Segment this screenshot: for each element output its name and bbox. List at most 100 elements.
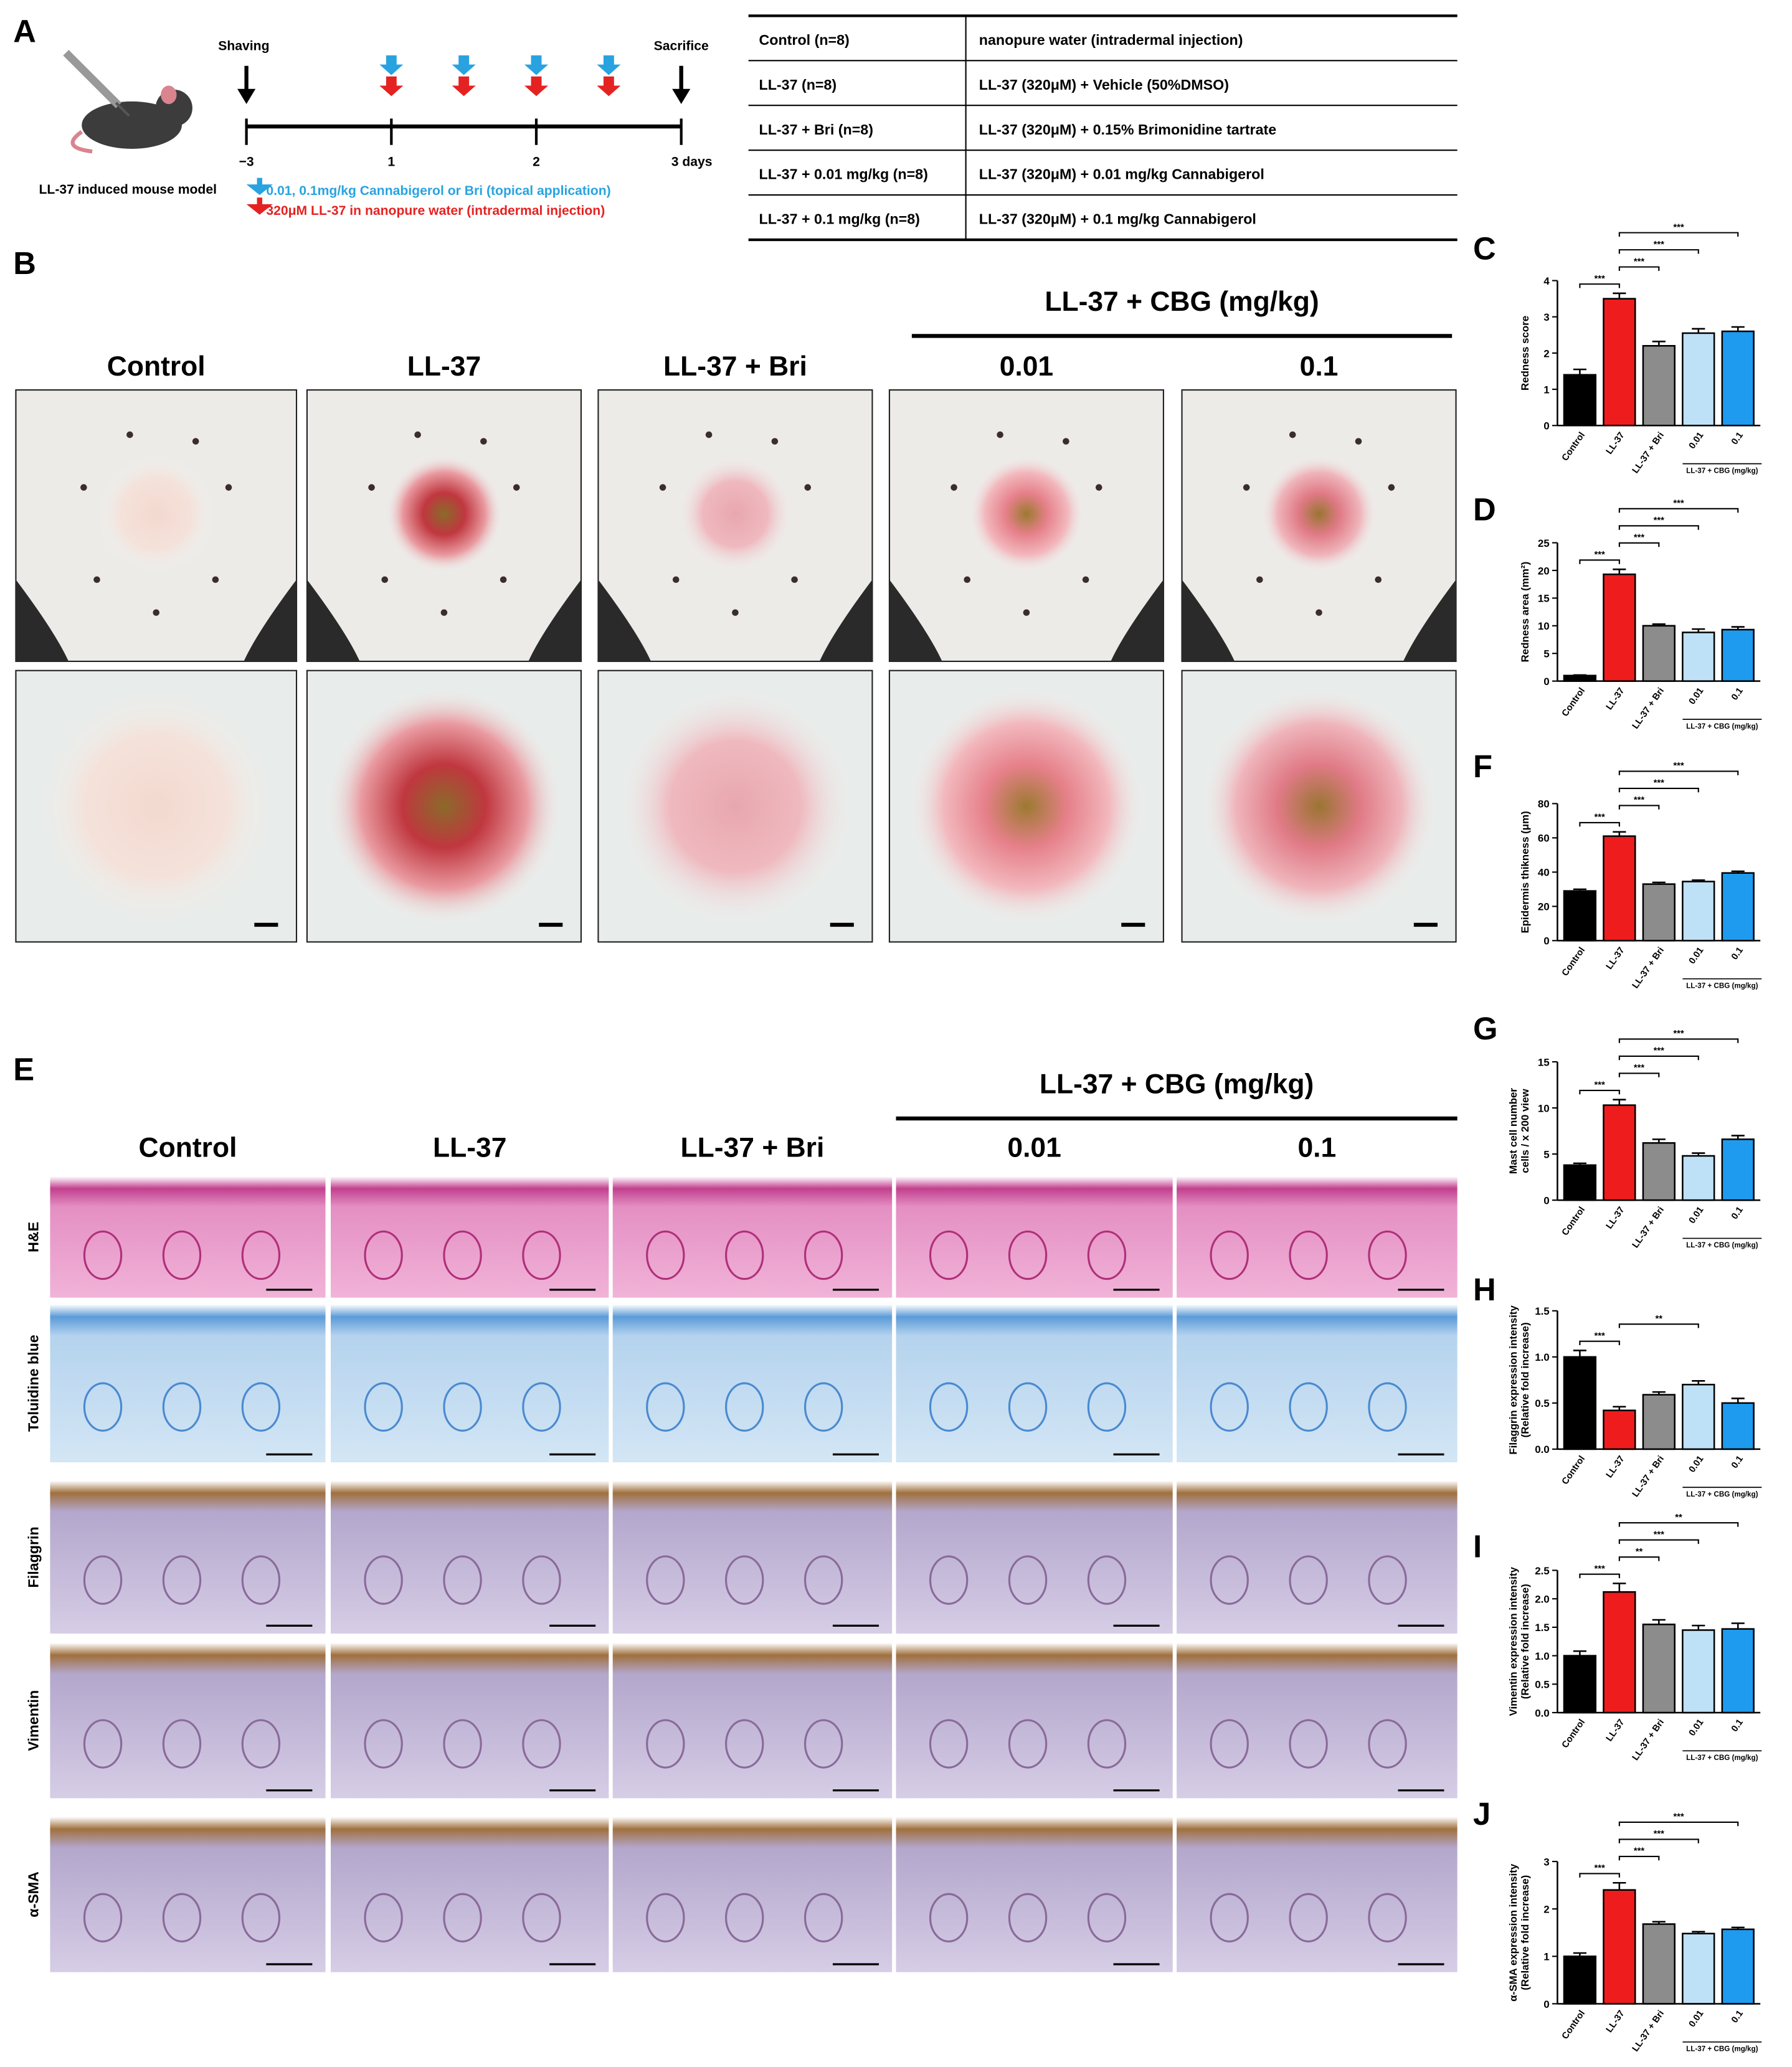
significance-label: *** [1673,222,1684,232]
y-tick-label: 0.5 [1535,1679,1550,1691]
photo-lesion [1259,454,1378,574]
histology-follicle [1087,1230,1127,1280]
y-tick-label: 40 [1538,867,1550,879]
significance-bracket [1618,787,1699,793]
treatment-table: Control (n=8) nanopure water (intradermal… [748,14,1458,242]
bar [1721,872,1755,942]
photo-mark [964,576,971,584]
significance-bracket [1618,1055,1699,1061]
histology-follicle [929,1893,969,1942]
bar [1563,890,1597,942]
injection-arrow [452,76,476,97]
legend-icon [246,177,273,196]
histology-image [1177,1642,1458,1799]
timeline-start: Shaving [218,39,269,53]
significance-label: *** [1673,761,1684,771]
x-tick-label: 0.01 [1687,2008,1706,2029]
histology-follicle [443,1382,482,1432]
y-tick-label: 2.0 [1535,1594,1550,1606]
histology-follicle [1210,1719,1249,1769]
significance-label: *** [1634,533,1645,543]
histology-image [331,1817,609,1972]
x-tick-label: 0.1 [1730,945,1745,962]
y-tick-label: 1.0 [1535,1650,1550,1662]
histology-image [896,1304,1173,1463]
histology-follicle [929,1719,969,1769]
y-tick-label: 1.5 [1535,1305,1550,1317]
group-label: LL-37 + CBG (mg/kg) [1686,1241,1758,1249]
x-tick-label: 0.01 [1687,430,1706,451]
column-header: Control [107,351,206,382]
significance-bracket [1618,1539,1699,1544]
significance-label: *** [1673,1812,1684,1822]
bar [1682,881,1715,942]
histology-follicle [929,1382,969,1432]
photo-mark [1355,438,1362,445]
histology-follicle [646,1719,685,1769]
y-tick-label: 15 [1538,1056,1550,1068]
y-tick-label: 2.5 [1535,1565,1550,1577]
bar [1603,835,1636,942]
histology-follicle [804,1893,843,1942]
panel-label: B [13,245,36,281]
significance-bracket [1618,1838,1699,1843]
photo-lesion [384,454,504,574]
photo-mark [80,484,87,491]
panel-label: D [1473,492,1496,527]
histology-panel: Control LL-37 LL-37 + Bri 0.01 0.1 H&E Toluidi… [25,1132,1458,1972]
photo-lesion [967,454,1086,574]
y-tick-label: 25 [1538,537,1550,549]
y-tick-label: 4 [1543,275,1550,287]
topical-arrow [524,55,549,75]
y-axis-label: Redness score [1519,316,1531,390]
bar [1682,1383,1715,1450]
table-cell: LL-37 (320μM) + Vehicle (50%DMSO) [979,77,1229,93]
y-tick-label: 10 [1538,620,1550,632]
histology-follicle [83,1382,123,1432]
histology-follicle [646,1555,685,1605]
bar [1721,628,1755,682]
histology-follicle [162,1893,202,1942]
y-tick-label: 80 [1538,798,1550,810]
y-tick-label: 10 [1538,1102,1550,1114]
x-tick-label: Control [1560,430,1587,463]
x-tick-label: 0.1 [1730,430,1745,447]
group-label: LL-37 + CBG (mg/kg) [1686,2045,1758,2053]
significance-label: *** [1654,240,1665,250]
significance-label: *** [1594,1564,1605,1574]
histology-image [1177,1304,1458,1463]
photo-lesion [617,688,854,925]
bar [1563,1356,1597,1450]
y-tick-label: 15 [1538,593,1550,605]
photo-mark [997,431,1003,438]
timeline-tick: 3 days [671,155,713,169]
photo-mark [1289,431,1296,438]
histology-follicle [1008,1555,1048,1605]
photo-lesion [37,688,275,925]
photo-mark [513,484,520,491]
histology-follicle [443,1230,482,1280]
photo-panel: Control LL-37 LL-37 + Bri 0.01 0.1 [15,351,1457,943]
x-tick-label: 0.01 [1687,686,1706,707]
row-label: H&E [25,1222,41,1252]
significance-bracket [1579,821,1620,827]
injection-arrow [524,76,549,97]
x-tick-label: 0.1 [1730,1205,1745,1221]
table-cell: LL-37 + Bri (n=8) [759,121,873,138]
bar [1603,573,1636,682]
photo-lesion [1200,688,1438,925]
photo-fur [889,579,1164,661]
histology-follicle [443,1555,482,1605]
significance-bracket [1618,805,1660,810]
timeline-tick: 2 [533,155,540,169]
histology-follicle [162,1555,202,1605]
histology-follicle [725,1230,764,1280]
bar [1682,1629,1715,1714]
topical-arrow [452,55,476,75]
x-tick-label: LL-37 + Bri [1631,1205,1666,1250]
histology-follicle [1289,1719,1328,1769]
y-tick-label: 5 [1543,648,1549,660]
histology-follicle [646,1893,685,1942]
photo-mark [672,576,680,584]
significance-bracket [1618,1072,1660,1077]
